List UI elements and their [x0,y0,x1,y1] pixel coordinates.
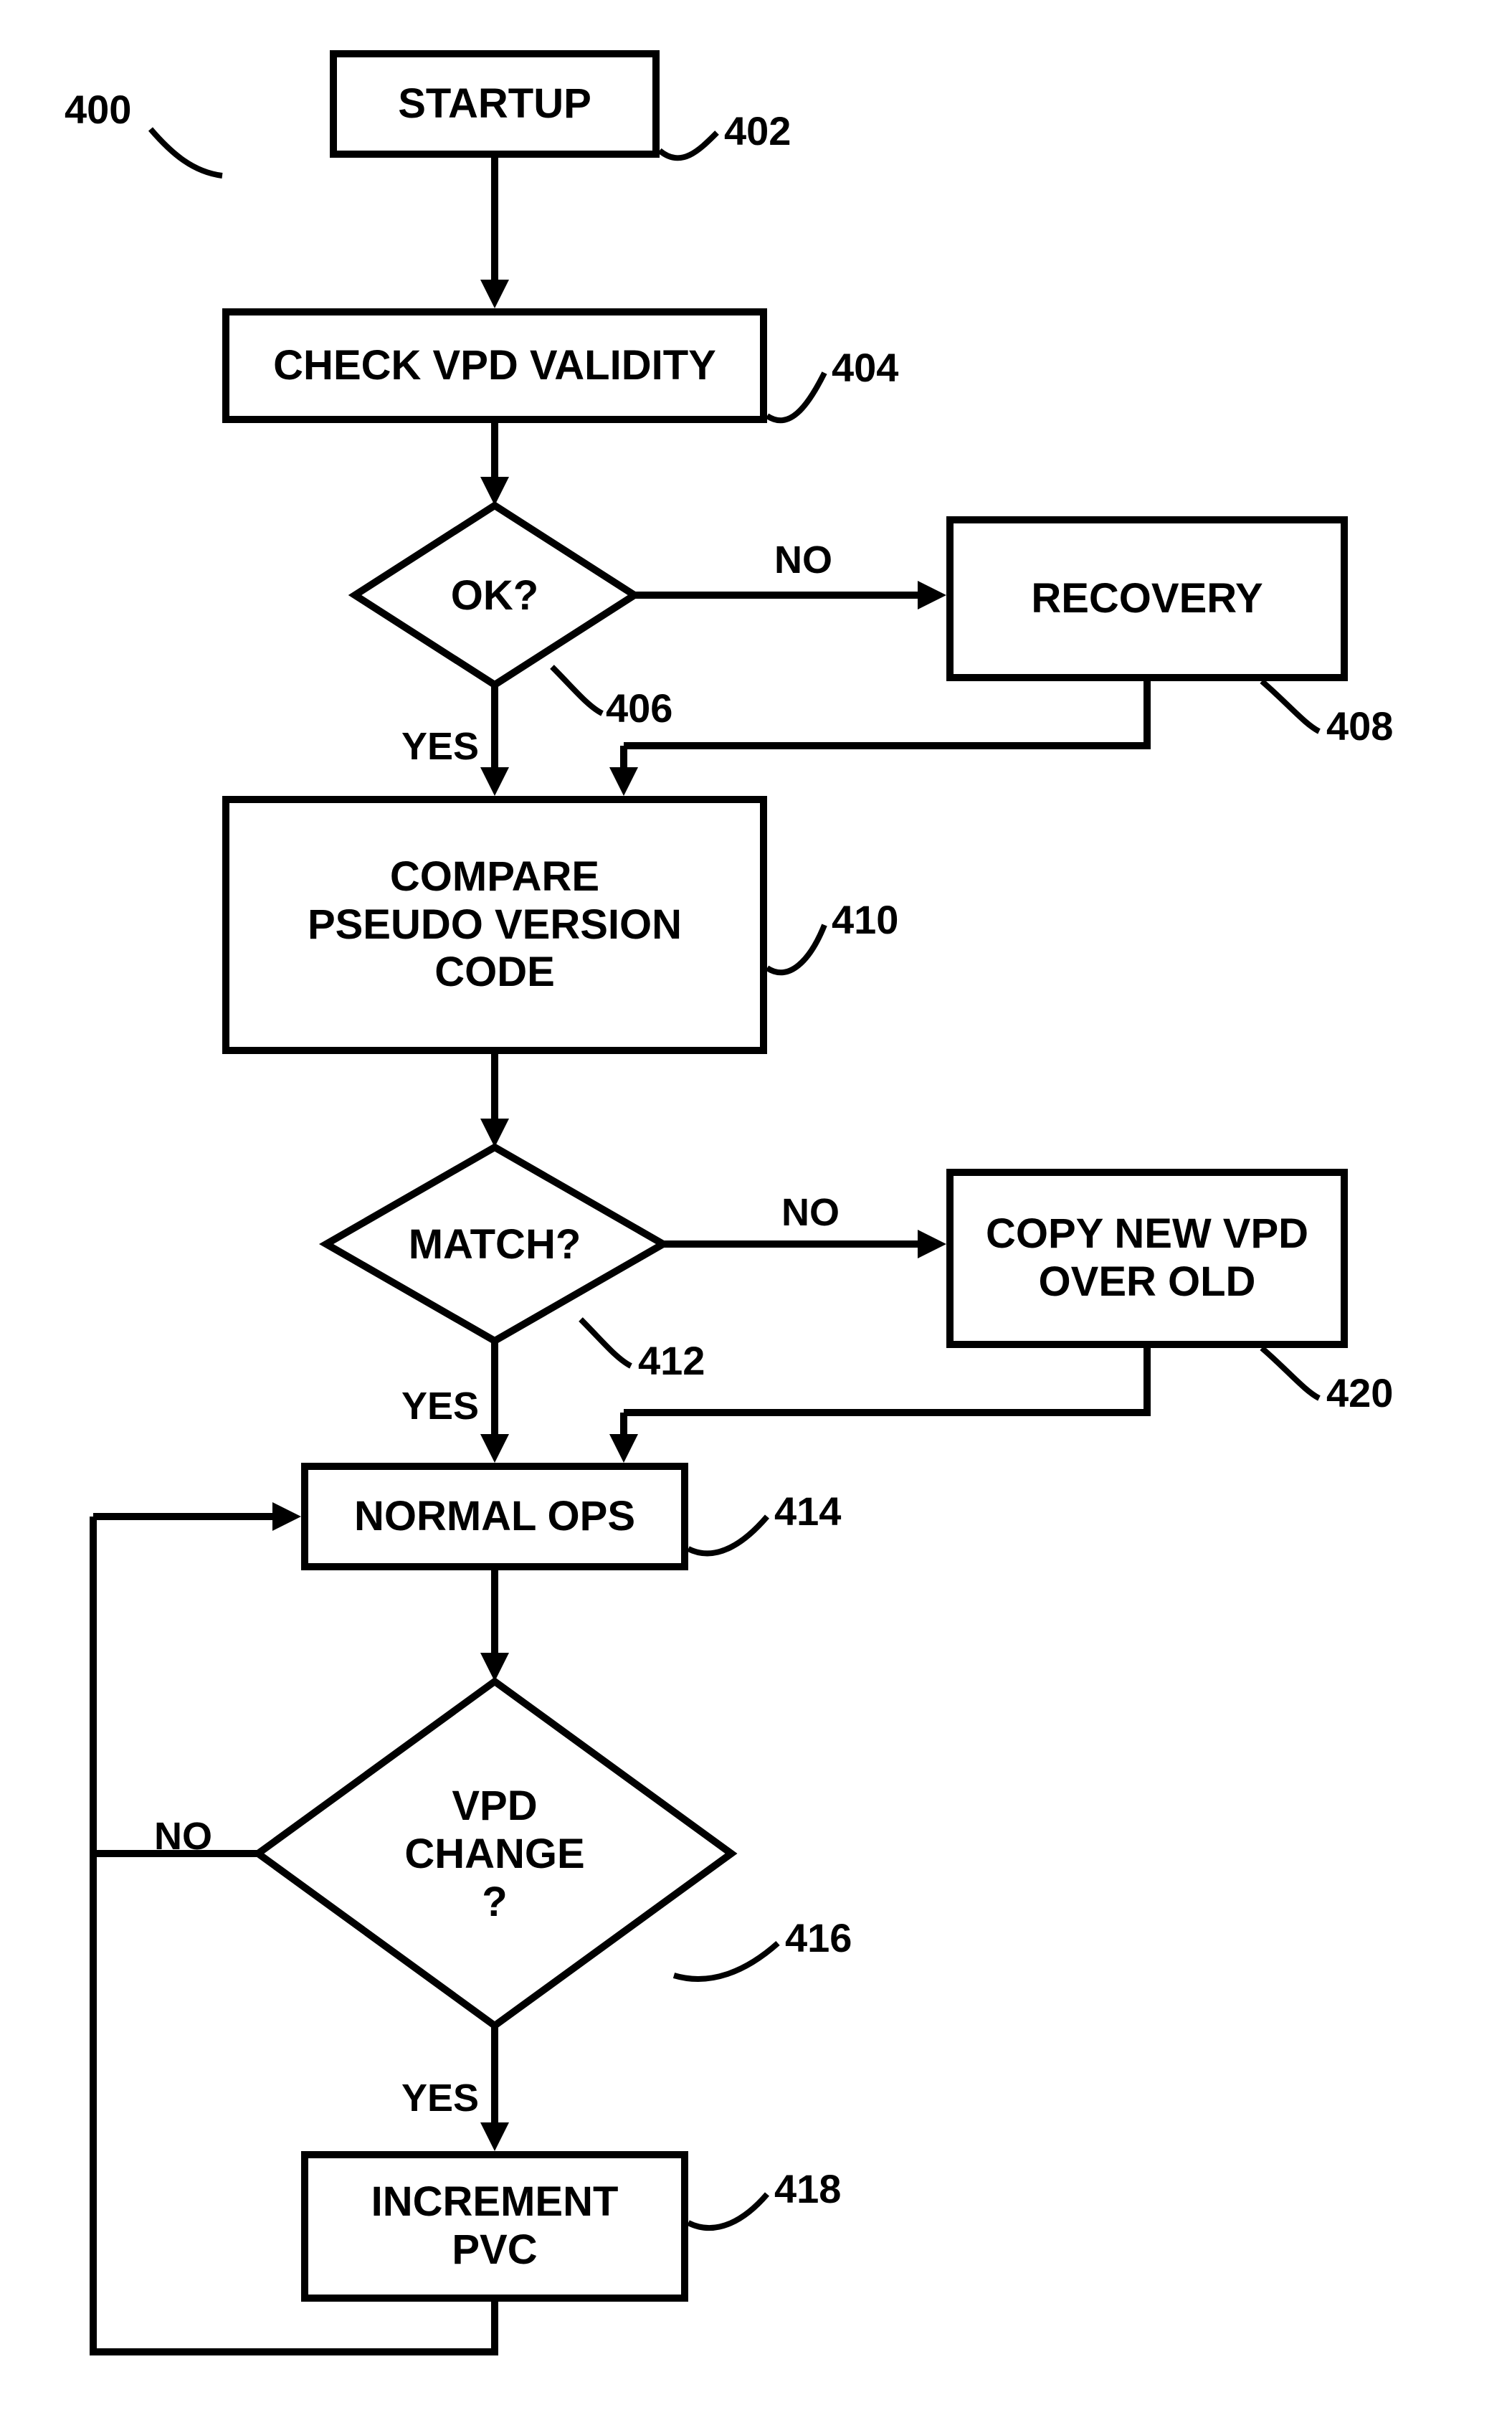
callout-416: 416 [785,1914,852,1961]
callout-curve-400 [151,129,222,176]
edge-vpd-yes: YES [401,2076,479,2120]
callout-402: 402 [724,108,791,154]
box-recovery: RECOVERY [946,516,1348,681]
callout-curve-414 [688,1517,767,1553]
diagram-id: 400 [65,86,131,133]
box-increment-pvc: INCREMENT PVC [301,2151,688,2302]
diamond-ok: OK? [355,506,634,685]
callout-408: 408 [1326,703,1393,749]
box-increment-pvc-text: INCREMENT PVC [371,2178,619,2274]
callout-412: 412 [638,1337,705,1384]
flowchart-canvas: 400 STARTUP CHECK VPD VALIDITY RECOVERY … [0,0,1512,2420]
edge-ok-yes: YES [401,724,479,769]
diamond-vpd-change: VPD CHANGE ? [258,1681,731,2026]
callout-406: 406 [606,685,672,731]
box-normal-ops: NORMAL OPS [301,1463,688,1570]
edge-ok-no: NO [774,538,832,582]
diamond-vpd-change-text: VPD CHANGE ? [404,1782,584,1926]
callout-curve-408 [1262,681,1319,731]
box-compare: COMPARE PSEUDO VERSION CODE [222,796,767,1054]
callout-414: 414 [774,1488,841,1534]
edge-match-yes: YES [401,1384,479,1428]
box-normal-ops-text: NORMAL OPS [354,1493,635,1541]
edge-match-no: NO [781,1190,840,1235]
callout-420: 420 [1326,1370,1393,1416]
box-startup-text: STARTUP [398,80,591,128]
diamond-match: MATCH? [326,1147,663,1341]
callout-410: 410 [832,896,898,943]
diamond-ok-text: OK? [451,571,538,620]
callout-curve-404 [767,373,824,420]
diamond-match-text: MATCH? [409,1220,581,1268]
callout-418: 418 [774,2165,841,2212]
edge-vpd-no: NO [154,1814,212,1859]
box-copy-new-text: COPY NEW VPD OVER OLD [986,1210,1308,1306]
callout-curve-402 [660,133,717,158]
box-recovery-text: RECOVERY [1031,575,1263,623]
box-copy-new: COPY NEW VPD OVER OLD [946,1169,1348,1348]
box-check-vpd-text: CHECK VPD VALIDITY [273,342,716,390]
callout-curve-420 [1262,1348,1319,1398]
box-check-vpd: CHECK VPD VALIDITY [222,308,767,423]
callout-curve-410 [767,925,824,972]
box-compare-text: COMPARE PSEUDO VERSION CODE [308,853,682,997]
callout-curve-418 [688,2194,767,2228]
box-startup: STARTUP [330,50,660,158]
callout-404: 404 [832,344,898,391]
